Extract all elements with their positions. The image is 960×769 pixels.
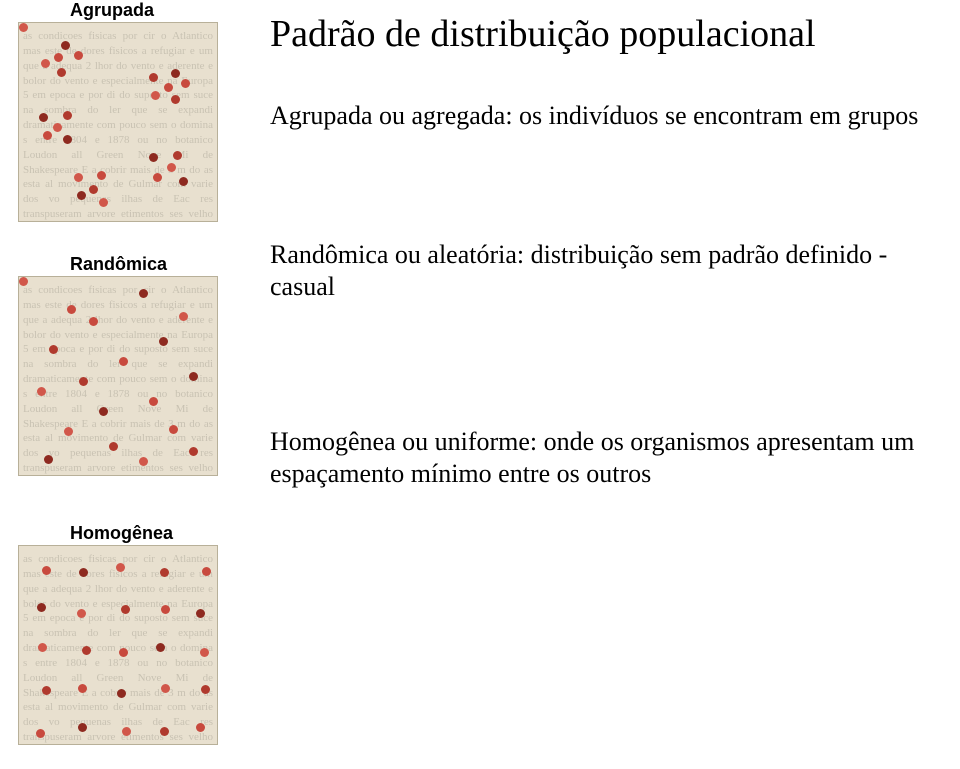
desc-randomica: Randômica ou aleatória: distribuição sem… (270, 239, 950, 304)
desc-agrupada: Agrupada ou agregada: os indivíduos se e… (270, 100, 950, 133)
box-agrupada: as condicoes fisicas por cir o Atlantico… (18, 22, 218, 222)
label-agrupada: Agrupada (70, 0, 154, 21)
label-homogenea: Homogênea (70, 523, 173, 544)
bg-text-3: as condicoes fisicas por cir o Atlantico… (19, 546, 217, 744)
illustration-agrupada: Agrupada as condicoes fisicas por cir o … (18, 22, 218, 222)
page: Agrupada as condicoes fisicas por cir o … (0, 0, 960, 769)
illustration-randomica: Randômica as condicoes fisicas por cir o… (18, 276, 218, 476)
bg-text-1: as condicoes fisicas por cir o Atlantico… (19, 23, 217, 221)
illustration-homogenea: Homogênea as condicoes fisicas por cir o… (18, 545, 218, 745)
desc-homogenea: Homogênea ou uniforme: onde os organismo… (270, 426, 950, 491)
box-randomica: as condicoes fisicas por cir o Atlantico… (18, 276, 218, 476)
page-title: Padrão de distribuição populacional (270, 12, 950, 56)
illustration-column: Agrupada as condicoes fisicas por cir o … (0, 0, 240, 769)
label-randomica: Randômica (70, 254, 167, 275)
box-homogenea: as condicoes fisicas por cir o Atlantico… (18, 545, 218, 745)
bg-text-2: as condicoes fisicas por cir o Atlantico… (19, 277, 217, 475)
text-column: Padrão de distribuição populacional Agru… (240, 0, 960, 769)
